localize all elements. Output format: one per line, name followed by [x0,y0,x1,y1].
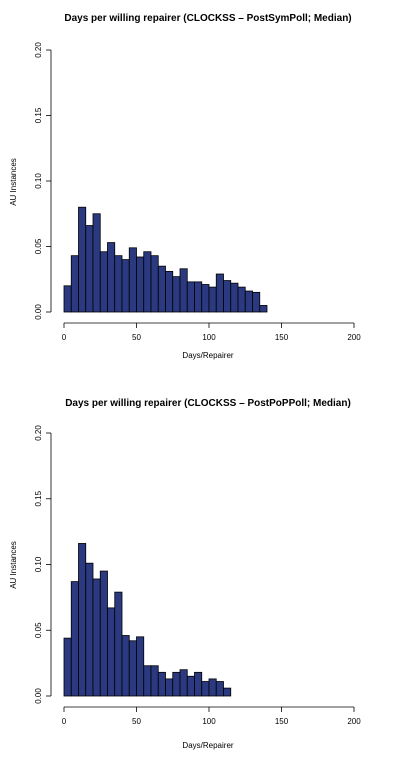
histogram-bar [215,681,224,697]
histogram-bar [99,570,108,697]
histogram-bar [150,665,159,697]
histogram-bar [172,671,181,697]
histogram-bar [121,259,130,313]
histogram-panel-postsympoll: Days per willing repairer (CLOCKSS – Pos… [9,13,361,360]
histogram-bar [128,640,137,697]
histogram-bar [121,635,130,697]
y-axis: 0.00 0.05 0.10 0.15 0.20 [34,425,52,704]
y-axis-label: AU Instances [9,541,18,589]
y-tick-label: 0.05 [34,622,43,638]
histogram-bar [136,636,145,697]
histogram-bar [78,206,87,313]
histogram-bar [237,286,246,313]
histogram-bar [208,678,217,697]
x-tick-label: 150 [275,333,289,342]
histogram-bar [252,291,261,313]
y-tick-label: 0.20 [34,425,43,441]
histogram-bar [107,607,116,697]
histogram-bar [186,281,195,313]
x-tick-label: 50 [132,717,141,726]
histogram-bar [157,671,166,697]
histogram-bar [201,284,210,313]
x-axis-label: Days/Repairer [182,351,233,360]
histogram-bar [194,281,203,313]
histogram-bar [85,562,94,697]
x-tick-label: 200 [347,333,361,342]
x-tick-label: 150 [275,717,289,726]
histogram-bar [179,268,188,313]
y-tick-label: 0.15 [34,107,43,123]
x-tick-label: 100 [202,717,216,726]
x-tick-label: 50 [132,333,141,342]
histogram-bar [99,251,108,313]
x-axis-label: Days/Repairer [182,741,233,750]
y-tick-label: 0.10 [34,556,43,572]
x-tick-label: 200 [347,717,361,726]
histogram-bar [128,247,137,313]
y-axis: 0.00 0.05 0.10 0.15 0.20 [34,42,52,320]
histogram-bar [223,280,232,313]
histogram-bar [92,213,101,313]
x-axis: 0 50 100 150 200 [62,706,361,726]
histogram-bar [143,665,152,697]
histogram-bar [92,578,101,697]
histogram-bar [70,581,79,697]
histogram-bar [201,681,210,697]
histogram-bar [63,285,72,313]
histogram-bar [78,543,87,697]
y-axis-label: AU Instances [9,158,18,206]
histogram-bar [157,265,166,313]
histogram-bar [179,669,188,697]
histogram-bar [63,637,72,697]
chart-title: Days per willing repairer (CLOCKSS – Pos… [64,13,351,24]
y-tick-label: 0.15 [34,490,43,506]
histogram-bar [259,305,268,313]
histogram-bar [165,270,174,313]
histogram-bar [114,591,123,697]
x-axis: 0 50 100 150 200 [62,322,361,342]
histogram-bar [143,251,152,313]
bar-group [63,543,232,697]
bar-group [63,206,268,313]
histogram-bar [150,255,159,313]
histogram-bar [70,255,79,313]
histogram-bar [194,671,203,697]
x-tick-label: 0 [62,717,67,726]
histogram-panel-postpoppoll: Days per willing repairer (CLOCKSS – Pos… [9,398,361,750]
histogram-bar [107,242,116,313]
histogram-bar [172,276,181,313]
histogram-bar [208,286,217,313]
y-tick-label: 0.00 [34,688,43,704]
histogram-bar [114,255,123,313]
histogram-bar [186,675,195,697]
histogram-bar [230,282,239,313]
x-tick-label: 0 [62,333,67,342]
histogram-bar [165,678,174,697]
histogram-bar [136,256,145,313]
y-tick-label: 0.05 [34,238,43,254]
chart-title: Days per willing repairer (CLOCKSS – Pos… [65,398,351,409]
y-tick-label: 0.00 [34,304,43,320]
histogram-bar [223,687,232,697]
x-tick-label: 100 [202,333,216,342]
y-tick-label: 0.10 [34,173,43,189]
histogram-bar [215,273,224,313]
y-tick-label: 0.20 [34,42,43,58]
histogram-bar [244,290,253,313]
histogram-bar [85,225,94,313]
